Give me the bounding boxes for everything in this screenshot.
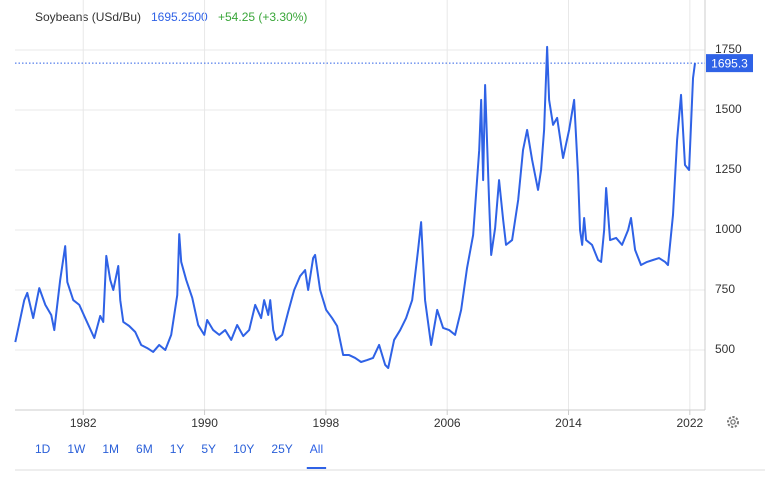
- range-button[interactable]: 6M: [136, 442, 153, 456]
- range-button[interactable]: 1M: [102, 442, 119, 456]
- price-tag-label: 1695.3: [711, 56, 748, 70]
- price: 1695.2500: [151, 10, 208, 24]
- range-button[interactable]: 10Y: [233, 442, 254, 456]
- range-button[interactable]: 1Y: [170, 442, 185, 456]
- chart-title: Soybeans (USd/Bu): [35, 10, 141, 24]
- x-tick-label: 2014: [555, 416, 582, 430]
- y-tick-label: 1500: [715, 102, 742, 116]
- x-tick-label: 1998: [313, 416, 340, 430]
- range-button[interactable]: 5Y: [201, 442, 216, 456]
- range-button[interactable]: 1D: [35, 442, 51, 456]
- x-tick-label: 1982: [70, 416, 97, 430]
- y-tick-label: 1000: [715, 222, 742, 236]
- range-button[interactable]: All: [310, 442, 323, 456]
- x-tick-label: 2022: [676, 416, 703, 430]
- x-tick-label: 1990: [191, 416, 218, 430]
- settings-icon[interactable]: [727, 416, 739, 428]
- x-tick-label: 2006: [434, 416, 461, 430]
- y-tick-label: 1750: [715, 42, 742, 56]
- y-tick-label: 500: [715, 342, 735, 356]
- y-tick-label: 750: [715, 282, 735, 296]
- price-line: [14, 45, 696, 369]
- range-button[interactable]: 1W: [67, 442, 86, 456]
- price-tag-box: [706, 54, 753, 73]
- price-change: +54.25 (+3.30%): [218, 10, 307, 24]
- y-tick-label: 1250: [715, 162, 742, 176]
- range-button[interactable]: 25Y: [271, 442, 292, 456]
